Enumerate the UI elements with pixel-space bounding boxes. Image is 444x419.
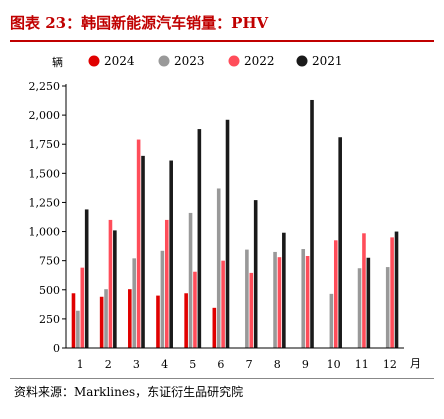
- bar-2021-m2: [113, 230, 117, 348]
- bar-2022-m5: [193, 271, 197, 348]
- bar-2022-m1: [80, 267, 85, 348]
- bar-2023-m7: [245, 249, 249, 348]
- bar-2023-m2: [104, 289, 108, 348]
- bar-2024-m1: [71, 293, 76, 348]
- bar-2022-m2: [108, 219, 113, 348]
- bar-2022-m3: [136, 139, 141, 348]
- x-tick-label: 6: [217, 358, 224, 371]
- bar-2024-m2: [99, 296, 104, 348]
- bar-2022-m7: [249, 272, 254, 348]
- bar-2022-m11: [362, 233, 366, 348]
- bar-2023-m11: [357, 268, 362, 348]
- y-tick-label: 1,000: [29, 226, 61, 239]
- bar-2022-m4: [164, 219, 169, 348]
- bar-2022-m10: [333, 240, 338, 348]
- legend-label-2021: 2021: [312, 54, 343, 68]
- bar-2021-m12: [394, 231, 399, 348]
- y-tick-label: 1,500: [29, 167, 61, 180]
- bar-2021-m10: [338, 137, 342, 348]
- bar-2023-m6: [216, 188, 221, 348]
- legend-label-2023: 2023: [174, 54, 205, 68]
- x-tick-label: 2: [105, 358, 112, 371]
- bar-2022-m9: [305, 256, 310, 348]
- x-tick-label: 5: [189, 358, 196, 371]
- x-tick-label: 3: [133, 358, 140, 371]
- x-tick-label: 10: [327, 358, 341, 371]
- x-tick-label: 12: [383, 358, 397, 371]
- bar-2023-m12: [385, 267, 390, 348]
- footer-rule: [10, 378, 434, 379]
- x-tick-label: 1: [77, 358, 84, 371]
- legend-label-2024: 2024: [104, 54, 135, 68]
- legend-swatch-2021: [296, 55, 308, 67]
- bar-2023-m8: [273, 251, 277, 348]
- y-tick-label: 2,250: [29, 80, 61, 93]
- bar-2021-m5: [197, 129, 202, 348]
- x-tick-label: 4: [161, 358, 168, 371]
- bar-2022-m8: [277, 257, 282, 348]
- bar-2024-m6: [212, 307, 217, 348]
- x-tick-label: 7: [246, 358, 253, 371]
- y-tick-label: 2,000: [29, 109, 61, 122]
- legend-swatch-2024: [88, 55, 100, 67]
- bar-2022-m12: [390, 237, 394, 348]
- bars: [71, 99, 399, 349]
- x-tick-label: 8: [274, 358, 281, 371]
- y-tick-label: 1,750: [29, 138, 61, 151]
- bar-2021-m6: [225, 119, 230, 348]
- bar-2024-m4: [156, 295, 160, 348]
- bar-2023-m1: [76, 310, 80, 348]
- y-tick-label: 1,250: [29, 196, 61, 209]
- bar-2023-m10: [329, 293, 334, 348]
- bar-2021-m9: [310, 99, 314, 349]
- bar-2021-m1: [84, 209, 89, 348]
- bar-2021-m7: [253, 200, 258, 348]
- x-tick-label: 11: [355, 358, 369, 371]
- x-axis: 1 2 3 4 5 6 7 8 9 10 11 12: [66, 347, 404, 371]
- legend-swatch-2023: [158, 55, 170, 67]
- source-note: 资料来源：Marklines，东证衍生品研究院: [14, 385, 244, 399]
- y-tick-label: 0: [53, 342, 60, 355]
- y-tick-label: 250: [39, 313, 60, 326]
- legend-swatch-2022: [228, 55, 240, 67]
- bar-2021-m4: [169, 160, 173, 348]
- bar-2023-m4: [160, 250, 165, 348]
- bar-2021-m11: [366, 257, 371, 348]
- bar-2024-m3: [128, 289, 132, 348]
- y-tick-label: 750: [39, 255, 60, 268]
- bar-2022-m6: [221, 260, 225, 348]
- x-axis-label: 月: [410, 357, 421, 370]
- bar-2021-m3: [141, 155, 145, 348]
- bar-2024-m5: [184, 293, 188, 348]
- legend: 2024 2023 2022 2021: [88, 54, 343, 68]
- y-axis: 0 250 500 750 1,000 1,250 1,500 1,750 2,000 2,250: [29, 80, 67, 355]
- chart-title: 图表 23：韩国新能源汽车销量：PHV: [10, 14, 269, 32]
- bar-2023-m3: [132, 258, 137, 348]
- x-tick-label: 9: [302, 358, 309, 371]
- bar-2023-m5: [188, 212, 193, 348]
- bar-2023-m9: [301, 249, 306, 348]
- legend-label-2022: 2022: [244, 54, 275, 68]
- y-axis-label: 辆: [52, 55, 63, 69]
- y-tick-label: 500: [39, 284, 60, 297]
- title-underline: [10, 40, 434, 42]
- bar-2021-m8: [282, 232, 286, 348]
